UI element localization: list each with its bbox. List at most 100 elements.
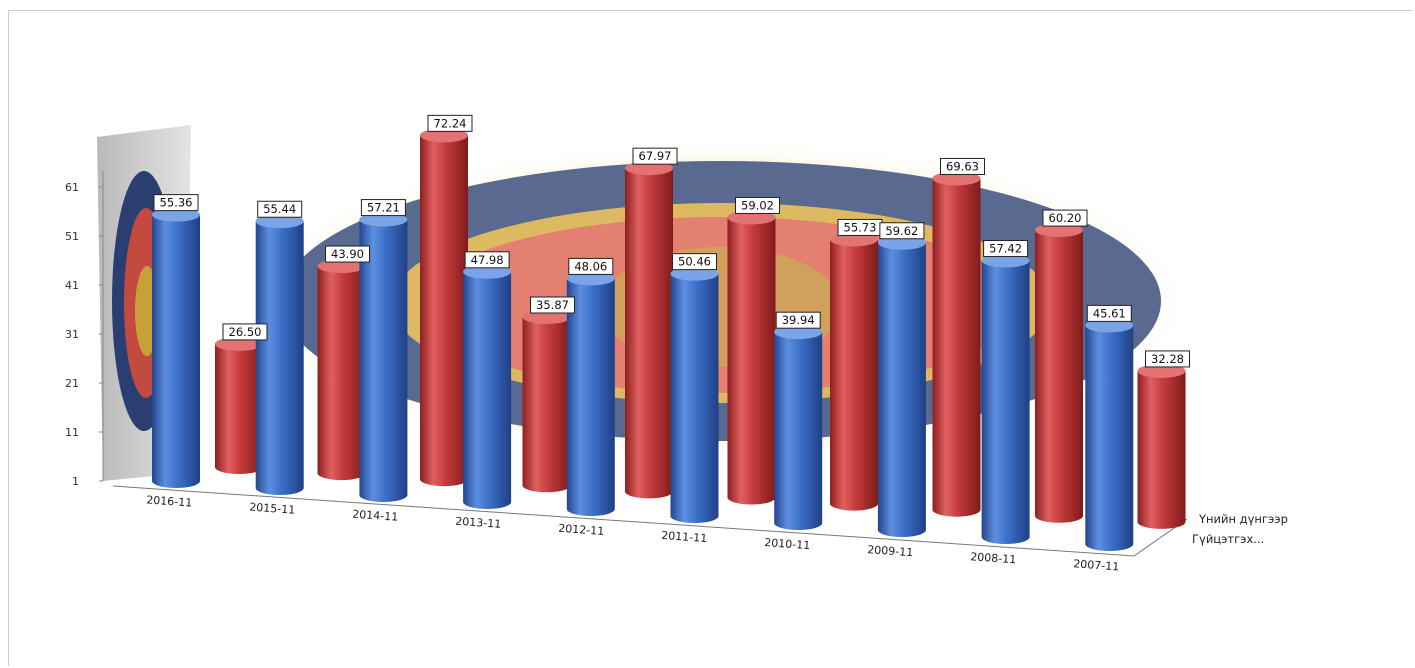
bar-blue-body — [463, 271, 512, 510]
bar-red-body — [522, 316, 571, 493]
data-label-text: 57.21 — [367, 201, 400, 215]
bar-red-body — [420, 135, 468, 487]
data-label-box — [735, 196, 780, 214]
bar-blue — [463, 264, 512, 510]
x-category-label: 2013-11 — [455, 515, 502, 531]
data-label-text: 39.94 — [782, 313, 815, 327]
data-label-text: 48.06 — [574, 259, 607, 273]
bar-blue-body — [152, 214, 200, 489]
data-label: 43.90 — [325, 245, 370, 263]
bar-blue-body — [877, 242, 926, 537]
bar-red — [727, 210, 776, 505]
bar-red — [625, 161, 673, 499]
data-label: 32.28 — [1145, 350, 1190, 368]
data-label-text: 59.02 — [741, 198, 774, 212]
bar-blue-body — [1085, 325, 1134, 551]
chart-frame: 1 11 21 31 41 51 61 26.50 43.90 72.24 35.87 67.97 5… — [8, 10, 1413, 666]
bar-blue — [670, 266, 719, 523]
data-label-box — [940, 157, 985, 175]
x-category-label: 2014-11 — [352, 508, 399, 524]
data-label-box — [879, 222, 925, 240]
bar-blue — [774, 325, 823, 530]
data-label-text: 47.98 — [471, 253, 504, 267]
data-label-text: 45.61 — [1093, 306, 1126, 320]
data-label: 59.02 — [735, 196, 780, 214]
data-label-text: 69.63 — [946, 159, 979, 173]
y-tick-label: 51 — [65, 230, 79, 243]
data-label: 55.44 — [257, 200, 303, 218]
data-label-box — [983, 240, 1029, 258]
data-label-box — [222, 323, 268, 341]
bar-blue — [1085, 318, 1134, 551]
data-label: 60.20 — [1042, 209, 1088, 227]
bar-blue — [877, 235, 926, 537]
data-label-text: 32.28 — [1151, 352, 1184, 366]
bar-blue — [981, 253, 1030, 544]
data-label: 69.63 — [940, 157, 985, 175]
x-category-label: 2015-11 — [249, 501, 296, 517]
data-label-text: 67.97 — [639, 149, 672, 163]
bar-red-body — [1035, 230, 1083, 523]
y-tick-label: 41 — [65, 279, 79, 292]
data-label: 59.62 — [879, 222, 925, 240]
data-label-text: 43.90 — [331, 247, 364, 261]
data-label: 72.24 — [427, 114, 473, 132]
data-label: 55.73 — [837, 218, 883, 236]
data-label-box — [530, 296, 575, 314]
data-label-box — [672, 253, 717, 271]
data-label-text: 59.62 — [885, 224, 918, 238]
bar-red — [420, 128, 468, 487]
y-tick-label: 21 — [65, 377, 79, 390]
data-label-text: 55.73 — [844, 220, 877, 234]
x-category-label: 2016-11 — [146, 493, 193, 509]
data-label: 50.46 — [672, 253, 717, 271]
series-axis-label: Үнийн дүнгээр — [1198, 512, 1288, 526]
data-label-text: 50.46 — [678, 255, 711, 269]
data-label: 26.50 — [222, 323, 268, 341]
x-axis-labels: 2016-11 2015-11 2014-11 2013-11 2012-11 2011-… — [146, 493, 1120, 573]
bar-red-body — [727, 217, 776, 505]
data-label: 67.97 — [632, 147, 678, 165]
data-label: 55.36 — [153, 194, 199, 212]
data-label-text: 55.44 — [263, 202, 296, 216]
data-labels: 26.50 43.90 72.24 35.87 67.97 59.02 55.73 69.63… — [153, 114, 1190, 368]
data-label-text: 60.20 — [1049, 211, 1082, 225]
bar-blue-body — [774, 332, 823, 530]
data-label: 57.42 — [983, 240, 1029, 258]
bar-red — [1035, 223, 1083, 523]
bar-blue — [152, 207, 200, 489]
data-label-box — [360, 199, 406, 217]
bar-red — [830, 232, 878, 511]
data-label-text: 57.42 — [989, 242, 1022, 256]
data-label: 39.94 — [775, 311, 821, 329]
data-label: 35.87 — [530, 296, 575, 314]
y-tick-label: 1 — [72, 475, 79, 488]
floor-front-edge — [112, 485, 1188, 557]
x-category-label: 2012-11 — [558, 522, 605, 538]
data-label-box — [1086, 304, 1132, 322]
bar-red-body — [317, 266, 366, 481]
data-label-box — [775, 311, 821, 329]
y-tick-label: 31 — [65, 328, 79, 341]
bar-red-body — [932, 178, 981, 517]
bar-red-body — [830, 239, 878, 511]
data-label-text: 35.87 — [536, 298, 569, 312]
bar-red-body — [1137, 370, 1186, 529]
bar-blue-body — [566, 278, 615, 516]
bar-blue-body — [981, 260, 1030, 544]
data-label-box — [257, 200, 303, 218]
data-label-box — [1042, 209, 1088, 227]
y-tick-label: 11 — [65, 426, 79, 439]
x-category-label: 2007-11 — [1073, 557, 1120, 573]
bar-red — [317, 259, 366, 481]
bar-red — [1137, 363, 1186, 529]
data-label: 45.61 — [1086, 304, 1132, 322]
x-category-label: 2011-11 — [661, 529, 708, 545]
data-label: 48.06 — [568, 257, 614, 275]
bar-red — [932, 171, 981, 517]
bar-red-body — [625, 168, 673, 499]
data-label-box — [568, 257, 614, 275]
bar-red — [522, 309, 571, 493]
